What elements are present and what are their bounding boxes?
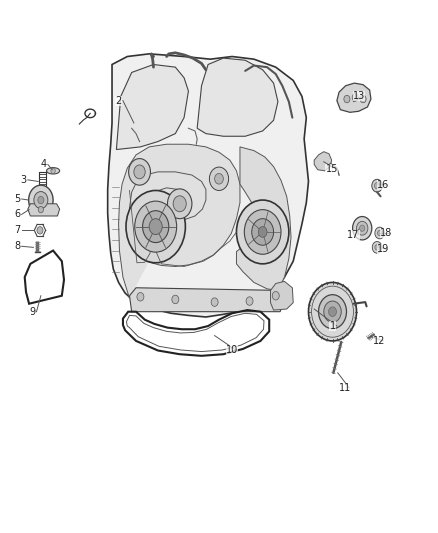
Circle shape: [352, 94, 358, 101]
Circle shape: [324, 301, 341, 322]
Polygon shape: [197, 58, 278, 136]
Circle shape: [149, 219, 162, 235]
Circle shape: [134, 165, 145, 179]
Text: 9: 9: [29, 306, 35, 317]
Polygon shape: [108, 54, 308, 317]
Circle shape: [374, 182, 380, 189]
Text: 19: 19: [377, 245, 389, 254]
Circle shape: [353, 216, 372, 240]
Text: 16: 16: [377, 180, 389, 190]
Circle shape: [372, 179, 382, 192]
Circle shape: [172, 295, 179, 304]
Text: 1: 1: [329, 321, 336, 331]
Circle shape: [129, 159, 150, 185]
Circle shape: [357, 221, 368, 235]
Circle shape: [137, 293, 144, 301]
Polygon shape: [271, 281, 293, 310]
Circle shape: [252, 219, 274, 245]
Circle shape: [37, 227, 43, 234]
Polygon shape: [130, 288, 285, 312]
Polygon shape: [337, 83, 371, 112]
Circle shape: [135, 201, 177, 252]
Polygon shape: [314, 152, 332, 171]
Text: 5: 5: [14, 194, 21, 204]
Polygon shape: [119, 144, 240, 298]
Circle shape: [237, 200, 289, 264]
Text: 13: 13: [353, 91, 365, 101]
Circle shape: [318, 295, 346, 329]
Circle shape: [167, 189, 192, 219]
Circle shape: [126, 190, 185, 263]
Circle shape: [215, 173, 223, 184]
Text: 2: 2: [116, 95, 122, 106]
Circle shape: [28, 185, 53, 215]
Circle shape: [211, 298, 218, 306]
Circle shape: [209, 167, 229, 190]
Text: 17: 17: [347, 230, 360, 240]
Circle shape: [258, 227, 267, 237]
Circle shape: [173, 196, 186, 212]
Polygon shape: [117, 64, 188, 150]
Circle shape: [143, 211, 169, 243]
Circle shape: [38, 206, 43, 213]
Circle shape: [360, 225, 365, 231]
Circle shape: [34, 191, 48, 208]
Polygon shape: [237, 147, 291, 290]
Circle shape: [38, 196, 44, 204]
Circle shape: [344, 95, 350, 103]
Ellipse shape: [46, 167, 60, 174]
Text: 4: 4: [40, 159, 46, 169]
Circle shape: [272, 292, 279, 300]
Circle shape: [375, 245, 379, 250]
Circle shape: [375, 227, 385, 239]
Circle shape: [378, 230, 382, 236]
Text: 12: 12: [373, 336, 385, 346]
Text: 10: 10: [226, 345, 238, 356]
Circle shape: [360, 95, 366, 103]
Polygon shape: [28, 204, 60, 216]
Text: 8: 8: [14, 241, 20, 251]
Circle shape: [372, 241, 382, 253]
Circle shape: [51, 168, 55, 173]
Text: 18: 18: [380, 228, 392, 238]
Circle shape: [246, 297, 253, 305]
Text: 15: 15: [325, 164, 338, 174]
Text: 7: 7: [14, 225, 21, 236]
Circle shape: [308, 282, 357, 341]
Text: 11: 11: [339, 383, 351, 393]
Circle shape: [328, 307, 336, 317]
Circle shape: [244, 209, 281, 254]
Text: 6: 6: [14, 209, 20, 220]
Text: 3: 3: [20, 175, 26, 185]
